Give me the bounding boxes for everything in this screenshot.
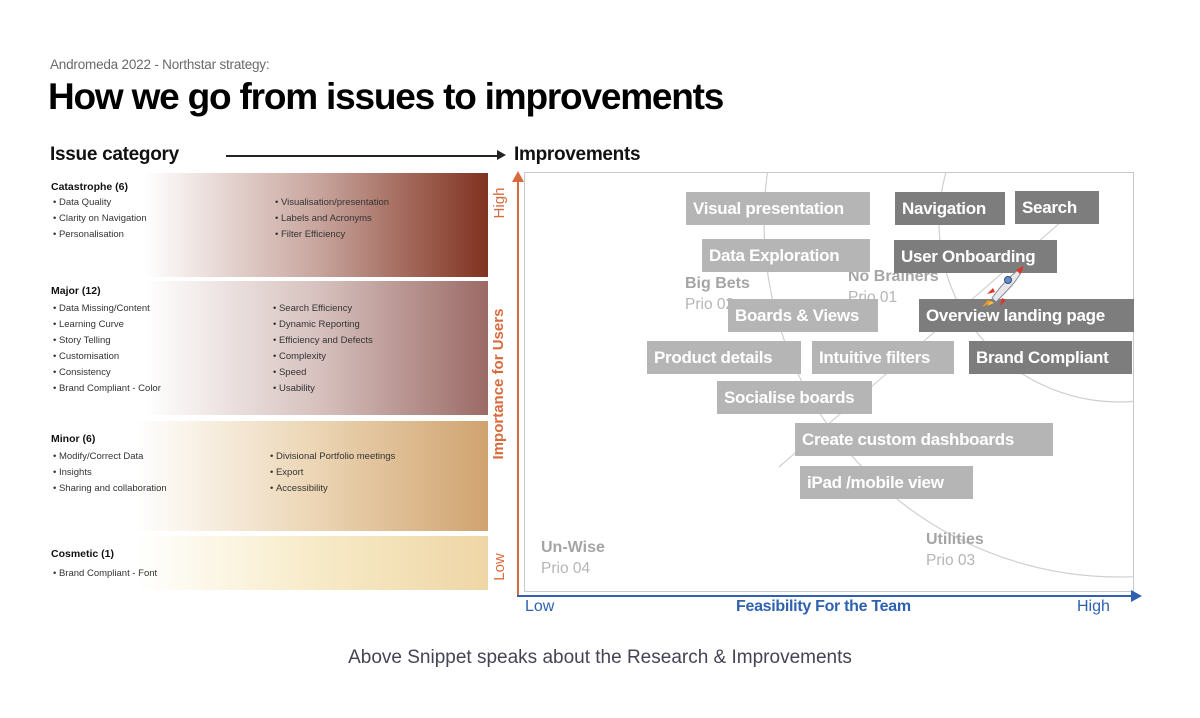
issue-item: Sharing and collaboration <box>53 481 167 497</box>
presentation-subtitle: Andromeda 2022 - Northstar strategy: <box>50 57 270 72</box>
issue-item: Modify/Correct Data <box>53 449 167 465</box>
quadrant-utilities-prio: Prio 03 <box>926 552 976 569</box>
improvement-intuitive-filters: Intuitive filters <box>812 341 954 374</box>
issue-item: Insights <box>53 465 167 481</box>
improvements-heading: Improvements <box>514 144 641 165</box>
y-axis-low-label: Low <box>491 553 508 581</box>
category-cosmetic: Cosmetic (1) Brand Compliant - Font <box>48 536 488 590</box>
flow-arrow-line <box>226 155 498 157</box>
issue-item: Clarity on Navigation <box>53 211 147 227</box>
improvement-search: Search <box>1015 191 1099 224</box>
x-axis-high-label: High <box>1077 598 1110 615</box>
x-axis-arrow <box>1131 590 1142 602</box>
quadrant-big-bets-prio: Prio 02 <box>685 296 735 313</box>
issue-item: Data Missing/Content <box>53 301 161 317</box>
improvement-overview-landing-page: Overview landing page <box>919 299 1134 332</box>
issue-item: Filter Efficiency <box>275 227 389 243</box>
improvement-data-exploration: Data Exploration <box>702 239 870 272</box>
category-col1: Modify/Correct Data Insights Sharing and… <box>53 449 167 497</box>
issue-item: Brand Compliant - Font <box>53 566 157 582</box>
category-catastrophe: Catastrophe (6) Data Quality Clarity on … <box>48 173 488 277</box>
improvement-boards-views: Boards & Views <box>728 299 878 332</box>
issue-item: Data Quality <box>53 195 147 211</box>
quadrant-un-wise: Un-Wise <box>541 539 605 556</box>
category-col2: Visualisation/presentation Labels and Ac… <box>275 195 389 243</box>
issue-item: Story Telling <box>53 333 161 349</box>
improvement-brand-compliant: Brand Compliant <box>969 341 1132 374</box>
page-title: How we go from issues to improvements <box>48 76 724 117</box>
issue-item: Labels and Acronyms <box>275 211 389 227</box>
flow-arrow-head <box>497 150 506 160</box>
category-title: Catastrophe (6) <box>51 181 129 193</box>
improvement-socialise-boards: Socialise boards <box>717 381 872 414</box>
rocket-icon <box>982 264 1025 307</box>
category-col2: Divisional Portfolio meetings Export Acc… <box>270 449 395 497</box>
issue-item: Personalisation <box>53 227 147 243</box>
issue-item: Dynamic Reporting <box>273 317 373 333</box>
issue-category-heading: Issue category <box>50 144 179 165</box>
category-col1: Data Quality Clarity on Navigation Perso… <box>53 195 147 243</box>
issue-item: Complexity <box>273 349 373 365</box>
issue-item: Accessibility <box>270 481 395 497</box>
x-axis-line <box>517 595 1132 597</box>
issue-item: Export <box>270 465 395 481</box>
improvement-ipad-mobile-view: iPad /mobile view <box>800 466 973 499</box>
quadrant-un-wise-prio: Prio 04 <box>541 560 591 577</box>
issue-item: Visualisation/presentation <box>275 195 389 211</box>
improvement-navigation: Navigation <box>895 192 1005 225</box>
improvement-create-custom-dashboards: Create custom dashboards <box>795 423 1053 456</box>
category-title: Cosmetic (1) <box>51 548 115 560</box>
y-axis-arrow <box>512 171 524 182</box>
category-major: Major (12) Data Missing/Content Learning… <box>48 281 488 415</box>
category-title: Minor (6) <box>51 433 96 445</box>
improvement-product-details: Product details <box>647 341 801 374</box>
quadrant-big-bets: Big Bets <box>685 275 750 292</box>
category-title: Major (12) <box>51 285 101 297</box>
issue-item: Usability <box>273 381 373 397</box>
y-axis-title: Importance for Users <box>490 308 507 460</box>
plot-frame <box>524 172 1134 592</box>
issue-item: Customisation <box>53 349 161 365</box>
y-axis-high-label: High <box>491 187 508 219</box>
issue-item: Consistency <box>53 365 161 381</box>
improvement-visual-presentation: Visual presentation <box>686 192 870 225</box>
slide-caption: Above Snippet speaks about the Research … <box>348 647 852 668</box>
issue-item: Speed <box>273 365 373 381</box>
category-minor: Minor (6) Modify/Correct Data Insights S… <box>48 421 488 531</box>
quadrant-utilities: Utilities <box>926 531 984 548</box>
improvement-user-onboarding: User Onboarding <box>894 240 1057 273</box>
issue-item: Learning Curve <box>53 317 161 333</box>
category-col1: Data Missing/Content Learning Curve Stor… <box>53 301 161 397</box>
issue-item: Search Efficiency <box>273 301 373 317</box>
issue-item: Brand Compliant - Color <box>53 381 161 397</box>
x-axis-title: Feasibility For the Team <box>736 598 911 615</box>
category-col2: Search Efficiency Dynamic Reporting Effi… <box>273 301 373 397</box>
issue-item: Divisional Portfolio meetings <box>270 449 395 465</box>
x-axis-low-label: Low <box>525 598 555 615</box>
quadrant-arc-outer <box>763 172 1134 578</box>
issue-item: Efficiency and Defects <box>273 333 373 349</box>
category-col1: Brand Compliant - Font <box>53 566 157 582</box>
y-axis-line <box>517 182 519 597</box>
